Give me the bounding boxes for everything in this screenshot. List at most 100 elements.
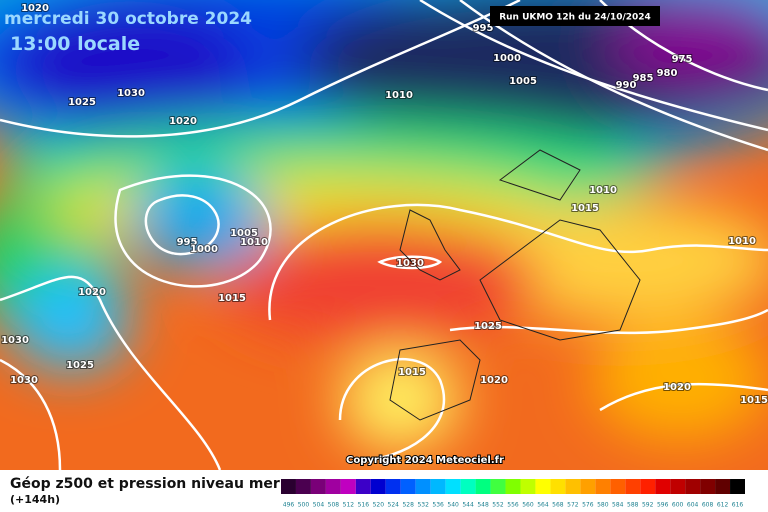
scale-swatch <box>460 479 476 494</box>
scale-label: 500 <box>298 502 310 509</box>
isobar-label: 1020 <box>78 287 106 298</box>
scale-label: 548 <box>477 502 489 509</box>
scale-label: 604 <box>687 502 699 509</box>
scale-label: 536 <box>432 502 444 509</box>
scale-swatch <box>430 479 446 494</box>
isobar-label: 1020 <box>663 382 691 393</box>
isobar-label: 1015 <box>740 395 768 406</box>
scale-label: 504 <box>313 502 325 509</box>
isobar-label: 1025 <box>66 360 94 371</box>
scale-swatch <box>625 479 641 494</box>
scale-swatch <box>295 479 311 494</box>
scale-swatch <box>535 479 551 494</box>
isobar-label: 1020 <box>480 375 508 386</box>
date-title: mercredi 30 octobre 2024 <box>4 9 252 29</box>
scale-label: 540 <box>447 502 459 509</box>
scale-label: 528 <box>402 502 414 509</box>
isobar-label: 995 <box>177 237 198 248</box>
scale-label: 532 <box>417 502 429 509</box>
isobar-label: 1030 <box>1 335 29 346</box>
scale-swatch <box>565 479 581 494</box>
color-scale: 496 500 504 508 512 516 520 524 528 532 536 540 544 5… <box>281 479 745 509</box>
scale-swatch <box>340 479 356 494</box>
scale-swatch <box>400 479 416 494</box>
scale-label: 552 <box>492 502 504 509</box>
scale-swatch <box>490 479 506 494</box>
scale-swatch <box>445 479 461 494</box>
scale-label: 572 <box>567 502 579 509</box>
isobar-label: 1030 <box>396 258 424 269</box>
scale-label: 520 <box>373 502 385 509</box>
isobar-label: 985 <box>633 73 654 84</box>
isobar-label: 1010 <box>385 90 413 101</box>
scale-swatch <box>355 479 371 494</box>
scale-swatch <box>580 479 596 494</box>
scale-label: 616 <box>732 502 744 509</box>
scale-swatch <box>640 479 656 494</box>
scale-label: 600 <box>672 502 684 509</box>
isobar-label: 1025 <box>68 97 96 108</box>
scale-label: 608 <box>702 502 714 509</box>
isobar-label: 1000 <box>493 53 521 64</box>
scale-swatch <box>281 479 296 494</box>
scale-label: 568 <box>552 502 564 509</box>
isobar-label: 1000 <box>190 244 218 255</box>
scale-label: 612 <box>717 502 729 509</box>
scale-swatch <box>655 479 671 494</box>
isobar-label: 1015 <box>398 367 426 378</box>
scale-label: 564 <box>537 502 549 509</box>
scale-swatch <box>415 479 431 494</box>
scale-swatch <box>685 479 701 494</box>
scale-label: 556 <box>507 502 519 509</box>
scale-label: 596 <box>657 502 669 509</box>
isobar-label: 1015 <box>571 203 599 214</box>
scale-label: 496 <box>283 502 295 509</box>
isobar-label: 1015 <box>218 293 246 304</box>
scale-label: 516 <box>358 502 370 509</box>
isobar-labels: 1020995100010059759809859901010102510301… <box>0 2 768 407</box>
scale-swatch <box>715 479 731 494</box>
scale-swatch <box>730 479 745 494</box>
isobar-label: 1005 <box>230 228 258 239</box>
run-box <box>490 6 660 26</box>
isobar-label: 1010 <box>728 236 756 247</box>
footer-lead: (+144h) <box>10 493 60 506</box>
scale-label: 524 <box>388 502 400 509</box>
scale-swatch <box>385 479 401 494</box>
copyright: Copyright 2024 Meteociel.fr <box>346 455 504 466</box>
isobar-label: 1005 <box>509 76 537 87</box>
isobar-label: 1030 <box>10 375 38 386</box>
isobar-label: 1025 <box>474 321 502 332</box>
scale-swatch <box>505 479 521 494</box>
isobar-label: 980 <box>657 68 678 79</box>
scale-label: 580 <box>597 502 609 509</box>
scale-swatch <box>520 479 536 494</box>
geopotential-field <box>0 0 768 470</box>
scale-swatch <box>700 479 716 494</box>
isobar-label: 1010 <box>589 185 617 196</box>
isobar-label: 1010 <box>240 237 268 248</box>
time-title: 13:00 locale <box>10 33 140 55</box>
scale-label: 588 <box>627 502 639 509</box>
scale-swatch <box>325 479 341 494</box>
coastlines <box>389 149 641 421</box>
scale-swatch <box>475 479 491 494</box>
isobar-label: 1020 <box>169 116 197 127</box>
scale-swatch <box>610 479 626 494</box>
isobar-label: 1030 <box>117 88 145 99</box>
isobar-label: 975 <box>672 54 693 65</box>
scale-swatch <box>595 479 611 494</box>
isobar-label: 1020 <box>21 3 49 14</box>
run-info: Run UKMO 12h du 24/10/2024 <box>499 13 651 23</box>
scale-label: 576 <box>582 502 594 509</box>
scale-label: 544 <box>462 502 474 509</box>
scale-label: 560 <box>522 502 534 509</box>
footer-title: Géop z500 et pression niveau mer <box>10 476 280 492</box>
scale-label: 508 <box>328 502 340 509</box>
scale-swatch <box>670 479 686 494</box>
scale-swatch <box>370 479 386 494</box>
scale-label: 584 <box>612 502 624 509</box>
scale-label: 592 <box>642 502 654 509</box>
isobar-label: 990 <box>616 80 637 91</box>
